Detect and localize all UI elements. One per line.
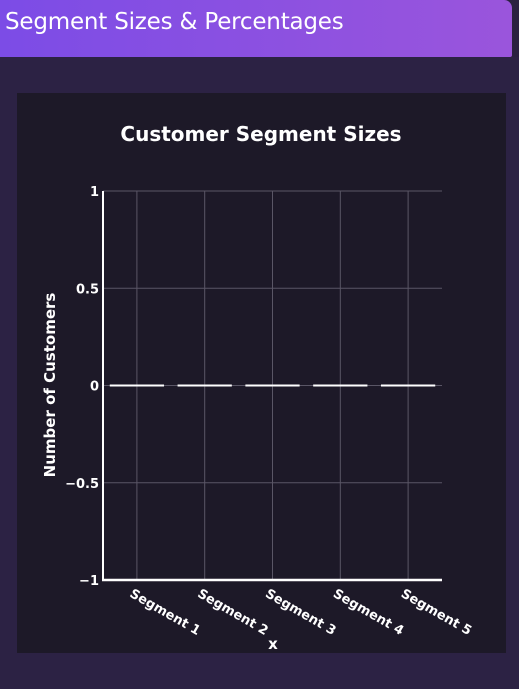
bar-segment-1 xyxy=(109,384,165,387)
y-tick-label: 0.5 xyxy=(76,282,99,297)
y-tick-label: 1 xyxy=(90,185,99,200)
bars xyxy=(109,384,436,387)
y-axis-label: Number of Customers xyxy=(41,293,59,478)
axes xyxy=(102,191,442,582)
x-axis-label: x xyxy=(268,635,278,653)
bar-segment-3 xyxy=(245,384,300,387)
x-tick-label: Segment 3 xyxy=(263,586,339,638)
y-tick-label: 0 xyxy=(90,380,99,395)
bar-segment-4 xyxy=(313,384,368,387)
panel-header: Segment Sizes & Percentages xyxy=(0,0,512,57)
x-tick-label: Segment 5 xyxy=(398,586,474,638)
y-tick-label: −0.5 xyxy=(65,477,99,492)
bar-segment-2 xyxy=(177,384,232,387)
bar-segment-5 xyxy=(380,384,436,387)
chart-title: Customer Segment Sizes xyxy=(120,122,401,146)
x-tick-label: Segment 1 xyxy=(127,586,203,638)
x-tick-label: Segment 2 xyxy=(195,586,271,638)
x-tick-label: Segment 4 xyxy=(330,586,406,638)
y-tick-label: −1 xyxy=(79,574,99,589)
y-tick-labels: −1 −0.5 0 0.5 1 xyxy=(65,185,99,589)
panel-title: Segment Sizes & Percentages xyxy=(5,9,344,35)
